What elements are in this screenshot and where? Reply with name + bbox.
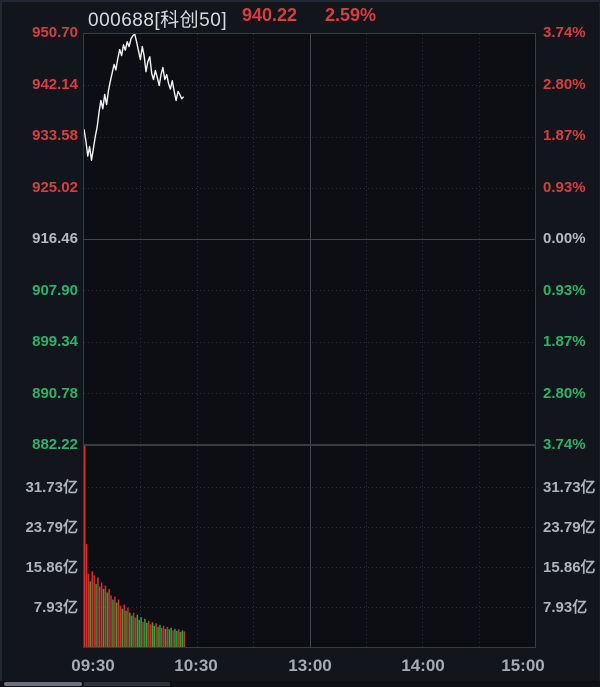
x-axis-label-1500: 15:00 [501,656,545,675]
volume-bar [166,626,169,647]
percent-tick-label: 3.74% [543,436,586,453]
volume-bar [134,617,137,647]
symbol-title: 000688[科创50] [88,10,228,31]
price-tick-label: 950.70 [32,24,78,41]
percent-tick-label: 1.87% [543,333,586,350]
percent-tick-label: 0.00% [543,230,586,247]
volume-tick-label-left: 7.93亿 [33,599,78,616]
percent-tick-label: 2.80% [543,384,586,402]
percent-tick-label: 3.74% [543,24,586,41]
volume-bar [183,631,186,647]
volume-bar [162,625,165,647]
volume-bar [85,544,88,647]
volume-bar [102,589,105,647]
volume-bar [131,615,133,647]
volume-tick-label-left: 31.73亿 [25,478,78,496]
volume-bar [106,592,109,647]
price-chart-panel[interactable] [83,33,536,445]
volume-bar [159,624,161,647]
scrollbar-thumb[interactable] [4,682,82,686]
volume-bar [91,571,93,647]
volume-bars-chart [84,446,535,647]
price-tick-label: 942.14 [32,75,78,93]
scrollbar-track-segment [84,682,170,686]
horizontal-scrollbar[interactable] [0,681,600,687]
volume-bar [112,599,114,647]
volume-bar [95,583,97,647]
volume-bar [147,620,150,647]
volume-bar [176,630,178,647]
percent-tick-label: 1.87% [543,127,586,144]
volume-bar [146,622,148,647]
volume-bar [125,610,127,647]
volume-bar [170,627,172,647]
window-top-edge [0,0,600,2]
x-axis-label-1030: 10:30 [174,656,218,675]
volume-bar [117,599,120,647]
volume-bar [172,630,174,647]
percent-tick-label: 0.93% [543,178,586,196]
volume-bar [100,582,103,647]
volume-tick-label-left: 15.86亿 [25,559,78,576]
volume-bar [132,612,135,647]
price-tick-label: 882.22 [32,436,78,453]
price-tick-label: 899.34 [32,333,78,350]
price-tick-label: 933.58 [32,127,78,144]
volume-tick-label-right: 23.79亿 [543,519,596,536]
volume-bar [179,631,182,647]
volume-bar [153,625,155,647]
volume-bar [99,586,101,647]
volume-bar [174,628,176,647]
volume-bar [127,607,129,647]
volume-bar [108,589,110,647]
price-line-chart [84,34,535,444]
window-left-edge [0,0,2,687]
volume-tick-label-right: 31.73亿 [543,478,596,496]
volume-bar [155,623,157,647]
price-tick-label: 907.90 [32,281,78,299]
volume-tick-label-right: 7.93亿 [543,599,588,616]
volume-bar [149,624,152,647]
volume-bar [181,630,184,647]
change-percent: 2.59% [325,5,377,25]
volume-bar [87,573,90,647]
price-tick-label: 925.02 [32,178,78,196]
volume-bar [114,596,116,647]
percent-tick-label: 0.93% [543,281,586,299]
volume-tick-label-left: 23.79亿 [25,519,78,536]
percent-tick-label: 2.80% [543,75,586,93]
volume-bar [123,604,125,647]
volume-bar [84,446,86,647]
volume-bar [104,585,107,647]
volume-bar [129,612,131,647]
volume-bar [157,626,159,647]
price-tick-label: 916.46 [32,230,78,247]
volume-bar [140,617,142,647]
volume-bar [119,605,122,647]
x-axis-label-1400: 14:00 [401,656,445,675]
price-tick-label: 890.78 [32,384,78,402]
volume-bar [136,614,139,647]
volume-bar [168,629,171,647]
volume-bar [110,595,112,647]
volume-bar [164,628,167,647]
volume-bar [115,602,118,647]
price-line [84,34,185,162]
volume-bar [151,622,154,647]
volume-bar [138,619,140,647]
volume-bar [161,627,163,647]
volume-bar [178,629,180,647]
volume-bar [97,577,99,647]
volume-bar [93,575,95,647]
x-axis-label-1300: 13:00 [288,656,332,675]
volume-tick-label-right: 15.86亿 [543,559,596,576]
x-axis-label-0930: 09:30 [71,656,115,675]
current-price: 940.22 [242,5,298,25]
volume-bar [142,621,144,647]
volume-bar [121,608,124,647]
volume-bar [144,618,146,647]
volume-bar [89,581,92,647]
volume-chart-panel[interactable] [83,445,536,648]
